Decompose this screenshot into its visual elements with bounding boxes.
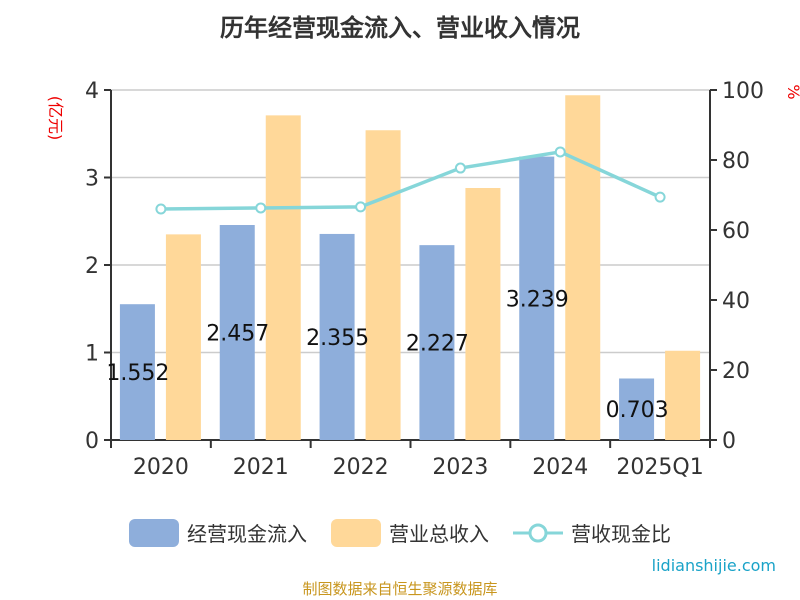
bar-cash-inflow <box>119 304 155 440</box>
bar-cash-inflow <box>219 225 255 440</box>
x-tick-label: 2021 <box>233 455 289 480</box>
bar-cash-inflow <box>619 378 655 440</box>
right-tick-label: 60 <box>722 219 750 244</box>
legend-swatch <box>331 518 381 547</box>
bar-revenue <box>465 188 501 440</box>
ratio-point <box>654 191 666 203</box>
bar-revenue <box>565 95 601 440</box>
left-tick-label: 0 <box>85 429 99 454</box>
watermark: lidianshijie.com <box>651 556 776 575</box>
right-tick-label: 100 <box>722 79 764 104</box>
chart-title: 历年经营现金流入、营业收入情况 <box>220 14 580 42</box>
bar-data-label: 2.227 <box>406 332 469 357</box>
legend-item-cash-inflow[interactable]: 经营现金流入 <box>129 518 307 547</box>
source-note: 制图数据来自恒生聚源数据库 <box>302 580 498 598</box>
legend-label: 营业总收入 <box>389 522 489 546</box>
bar-revenue <box>265 115 301 440</box>
legend-label: 营收现金比 <box>571 522 671 546</box>
bar-data-label: 2.457 <box>206 322 269 347</box>
bar-revenue <box>165 234 201 440</box>
ratio-point <box>355 201 367 213</box>
right-axis-label: % <box>784 84 800 99</box>
right-tick-label: 80 <box>722 149 750 174</box>
bar-data-label: 3.239 <box>506 287 569 312</box>
legend-line-icon <box>513 523 563 542</box>
left-tick-label: 2 <box>85 254 99 279</box>
x-tick-label: 2022 <box>333 455 389 480</box>
bar-cash-inflow <box>519 156 555 440</box>
bar-revenue <box>665 350 701 440</box>
ratio-point <box>554 146 566 158</box>
legend-swatch <box>129 518 179 547</box>
right-tick-label: 20 <box>722 359 750 384</box>
ratio-point <box>454 162 466 174</box>
bar-cash-inflow <box>319 233 355 440</box>
x-tick-label: 2023 <box>432 455 488 480</box>
ratio-line <box>160 150 661 211</box>
bar-cash-inflow <box>419 245 455 440</box>
left-tick-label: 4 <box>85 79 99 104</box>
x-tick-label: 2020 <box>133 455 189 480</box>
legend: 经营现金流入 营业总收入 营收现金比 <box>0 518 800 547</box>
bar-data-label: 2.355 <box>306 326 369 351</box>
bar-data-label: 0.703 <box>606 398 669 423</box>
bar-revenue <box>365 130 401 440</box>
left-tick-label: 1 <box>85 342 99 367</box>
bar-data-label: 1.552 <box>106 361 169 386</box>
left-axis-label: (亿元) <box>46 96 65 141</box>
ratio-point <box>155 203 167 215</box>
legend-item-revenue[interactable]: 营业总收入 <box>331 518 489 547</box>
ratio-point <box>255 202 267 214</box>
right-tick-label: 40 <box>722 289 750 314</box>
legend-item-ratio[interactable]: 营收现金比 <box>513 518 671 547</box>
left-tick-label: 3 <box>85 167 99 192</box>
right-tick-label: 0 <box>722 429 736 454</box>
x-tick-label: 2025Q1 <box>616 455 703 480</box>
legend-label: 经营现金流入 <box>187 522 307 546</box>
x-tick-label: 2024 <box>532 455 588 480</box>
